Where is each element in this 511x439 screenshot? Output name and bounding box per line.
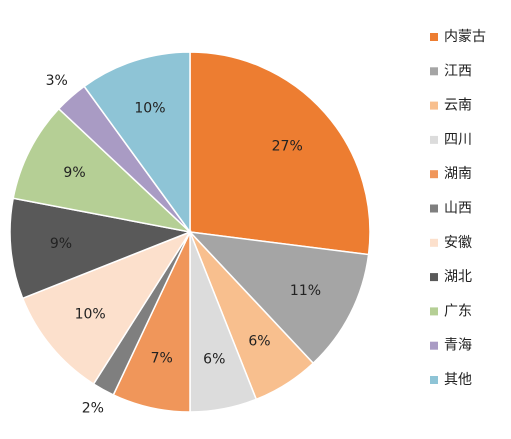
data-label: 7%: [151, 350, 173, 366]
legend-label: 云南: [444, 98, 472, 114]
legend-label: 山西: [444, 201, 472, 217]
legend-swatch: [430, 204, 438, 213]
data-label: 9%: [63, 165, 85, 181]
data-label: 10%: [75, 307, 106, 323]
pie-slice: [83, 51, 191, 235]
data-label: 6%: [248, 333, 270, 349]
legend-label: 内蒙古: [444, 29, 486, 45]
legend-label: 广东: [444, 303, 472, 319]
pie-slice: [9, 197, 193, 300]
legend-swatch: [430, 101, 438, 110]
legend-label: 安徽: [444, 235, 472, 251]
legend-label: 湖北: [444, 269, 472, 285]
pie-slice: [188, 230, 370, 365]
legend-swatch: [430, 67, 438, 76]
pie-slice: [21, 230, 192, 386]
legend-swatch: [430, 170, 438, 179]
legend-swatch: [430, 33, 438, 41]
legend-label: 江西: [444, 63, 472, 79]
legend-label: 湖南: [444, 166, 472, 182]
legend-swatch: [430, 341, 438, 350]
data-label: 27%: [272, 138, 303, 154]
data-label: 10%: [134, 101, 165, 117]
pie-slice: [12, 107, 193, 234]
legend-label: 青海: [444, 338, 472, 354]
data-label: 2%: [82, 401, 104, 417]
data-label: 11%: [290, 283, 321, 299]
data-label: 9%: [50, 236, 72, 252]
legend-swatch: [430, 135, 438, 144]
legend-label: 四川: [444, 132, 472, 148]
pie-slice: [189, 51, 371, 256]
legend-swatch: [430, 273, 438, 282]
legend-swatch: [430, 376, 438, 384]
legend-swatch: [430, 307, 438, 316]
legend-swatch: [430, 238, 438, 247]
legend-label: 其他: [444, 372, 472, 388]
data-label: 6%: [203, 351, 225, 367]
data-label: 3%: [46, 73, 68, 89]
